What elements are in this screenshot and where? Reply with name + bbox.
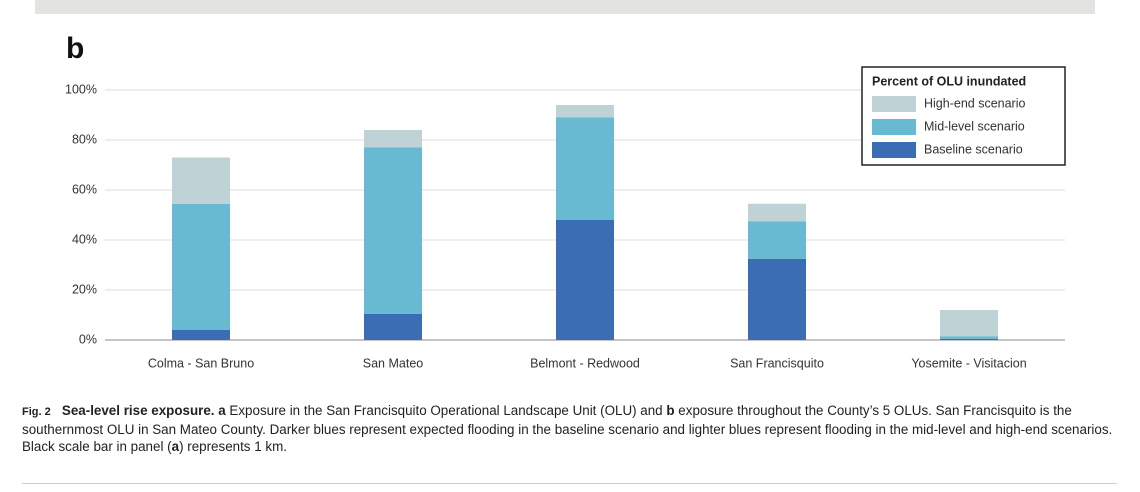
bar-segment (556, 220, 614, 340)
bar-segment (940, 338, 998, 340)
y-tick-label: 100% (65, 82, 97, 96)
y-tick-label: 60% (72, 182, 97, 196)
bar-segment (748, 258, 806, 340)
caption-run: ) represents 1 km. (179, 439, 287, 454)
legend-swatch (872, 96, 916, 112)
y-tick-label: 20% (72, 282, 97, 296)
bar-segment (364, 313, 422, 340)
caption-run: Fig. 2 (22, 406, 51, 418)
x-tick-label: San Mateo (363, 356, 424, 370)
legend-label: Mid-level scenario (924, 119, 1025, 133)
chart: b 0% 20% 40% 60% 80% 100% Colma - San Bruno San… (35, 0, 1095, 370)
separator (22, 483, 1117, 484)
caption-run: Exposure in the San Francisquito Operati… (229, 403, 663, 418)
x-tick-label: Yosemite - Visitacion (911, 356, 1026, 370)
caption-run: exposure throughout the County’s 5 OLUs.… (22, 403, 1113, 454)
x-tick-label: Colma - San Bruno (148, 356, 254, 370)
y-tick-label: 0% (79, 332, 97, 346)
x-tick-label: San Francisquito (730, 356, 824, 370)
legend-swatch (872, 142, 916, 158)
map-strip (35, 0, 1095, 14)
bar-segment (172, 203, 230, 330)
legend-swatch (872, 119, 916, 135)
caption-run: a (171, 439, 180, 454)
caption-run: Sea-level rise exposure. (61, 403, 215, 418)
bar-segment (940, 310, 998, 337)
bar-segment (364, 147, 422, 314)
y-tick-label: 40% (72, 232, 97, 246)
legend-label: Baseline scenario (924, 142, 1023, 156)
bar-segment (940, 336, 998, 339)
caption-run: a (218, 403, 226, 418)
bar-segment (556, 117, 614, 220)
bar-segment (172, 157, 230, 204)
x-tick-label: Belmont - Redwood (530, 356, 640, 370)
legend-title: Percent of OLU inundated (872, 74, 1026, 88)
bar-segment (748, 221, 806, 259)
legend-label: High-end scenario (924, 96, 1025, 110)
y-tick-label: 80% (72, 132, 97, 146)
bar-segment (172, 330, 230, 340)
bar-segment (748, 203, 806, 222)
panel-label: b (66, 32, 84, 65)
bar-segment (556, 105, 614, 118)
bar-segment (364, 130, 422, 148)
caption: Fig. 2 Sea-level rise exposure. a Exposu… (22, 402, 1114, 455)
caption-run: b (666, 403, 675, 418)
